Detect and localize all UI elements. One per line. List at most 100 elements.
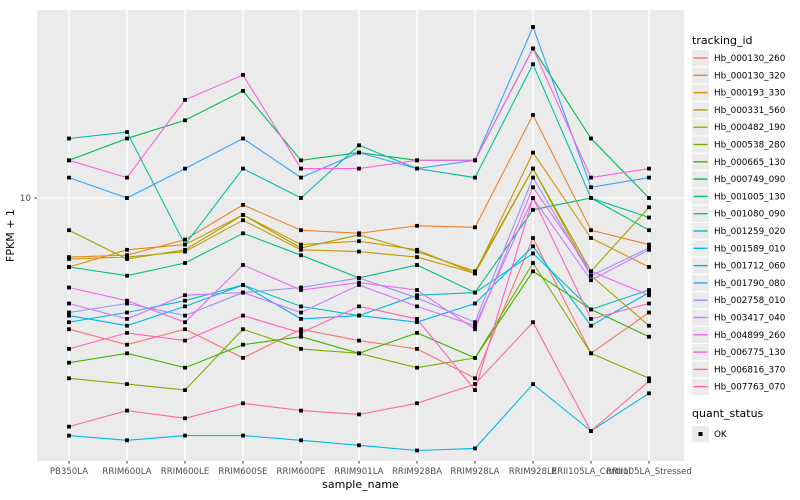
data-point-marker xyxy=(125,273,129,278)
data-point-marker xyxy=(531,166,535,171)
legend-label: Hb_001005_130 xyxy=(714,192,786,202)
data-point-marker xyxy=(125,196,129,200)
data-point-marker xyxy=(473,356,477,360)
data-point-marker xyxy=(299,246,303,250)
data-point-marker xyxy=(67,158,71,163)
legend-item-Hb_001589_010: Hb_001589_010 xyxy=(692,240,786,257)
data-point-marker xyxy=(415,249,419,254)
data-point-marker xyxy=(241,213,245,217)
data-point-marker xyxy=(473,175,477,180)
data-point-marker xyxy=(357,249,361,254)
data-point-marker xyxy=(531,382,535,386)
data-point-marker xyxy=(299,196,303,200)
legend-item-Hb_000749_090: Hb_000749_090 xyxy=(692,171,786,188)
data-point-marker xyxy=(67,424,71,429)
data-point-marker xyxy=(125,175,129,180)
data-point-marker xyxy=(415,288,419,292)
data-point-marker xyxy=(357,412,361,417)
data-point-marker xyxy=(647,290,651,295)
data-point-marker xyxy=(125,310,129,315)
data-point-marker xyxy=(589,269,593,274)
data-point-marker xyxy=(67,310,71,315)
x-tick-label: PB350LA xyxy=(50,467,88,477)
data-point-marker xyxy=(647,215,651,220)
data-point-marker xyxy=(125,323,129,328)
data-point-marker xyxy=(183,98,187,102)
x-tick-label: RRIM901LA xyxy=(334,467,383,477)
data-point-marker xyxy=(299,304,303,309)
legend-item-Hb_000665_130: Hb_000665_130 xyxy=(692,153,786,171)
data-point-marker xyxy=(241,433,245,438)
legend-item-Hb_001259_020: Hb_001259_020 xyxy=(692,223,786,240)
data-point-marker xyxy=(531,244,535,249)
x-tick-label: RRIM600PE xyxy=(277,467,326,477)
data-point-marker xyxy=(357,304,361,309)
data-point-marker xyxy=(473,382,477,386)
data-point-marker xyxy=(183,388,187,392)
legend-item-Hb_000193_330: Hb_000193_330 xyxy=(692,84,786,101)
legend-item-quant-OK: OK xyxy=(692,426,727,443)
data-point-marker xyxy=(299,166,303,171)
data-point-marker xyxy=(647,391,651,396)
legend-item-Hb_002758_010: Hb_002758_010 xyxy=(692,292,786,309)
data-point-marker xyxy=(531,185,535,190)
y-axis-title: FPKM + 1 xyxy=(4,209,17,262)
data-point-marker xyxy=(183,118,187,123)
data-point-marker xyxy=(241,290,245,295)
legend-label: Hb_006816_370 xyxy=(714,365,786,375)
data-point-marker xyxy=(647,265,651,269)
data-point-marker xyxy=(647,205,651,210)
data-point-marker xyxy=(183,261,187,265)
data-point-marker xyxy=(241,218,245,223)
data-point-marker xyxy=(241,166,245,171)
data-point-marker xyxy=(299,228,303,233)
data-point-marker xyxy=(589,175,593,180)
data-point-marker xyxy=(531,236,535,240)
data-point-marker xyxy=(67,257,71,261)
data-point-marker xyxy=(589,307,593,312)
data-point-marker xyxy=(473,327,477,332)
data-point-marker xyxy=(67,327,71,332)
data-point-marker xyxy=(357,143,361,148)
data-point-marker xyxy=(589,236,593,240)
data-point-marker xyxy=(647,376,651,381)
legend-item-Hb_000130_260: Hb_000130_260 xyxy=(692,50,786,67)
data-point-marker xyxy=(473,320,477,325)
data-point-marker xyxy=(473,388,477,392)
data-point-marker xyxy=(589,317,593,321)
data-point-marker xyxy=(589,351,593,356)
data-point-marker xyxy=(473,290,477,295)
data-point-marker xyxy=(415,317,419,321)
data-point-marker xyxy=(183,298,187,303)
data-point-marker xyxy=(473,225,477,230)
data-point-marker xyxy=(473,158,477,163)
data-point-marker xyxy=(647,301,651,306)
data-point-marker xyxy=(241,263,245,267)
legend-label: Hb_000482_190 xyxy=(714,123,786,133)
data-point-marker xyxy=(183,242,187,247)
data-point-marker xyxy=(183,365,187,370)
legend-item-Hb_000538_280: Hb_000538_280 xyxy=(692,136,786,153)
legend-label: Hb_004899_260 xyxy=(714,331,786,341)
data-point-marker xyxy=(241,327,245,332)
data-point-marker xyxy=(125,247,129,252)
data-point-marker xyxy=(473,323,477,328)
data-point-marker xyxy=(241,313,245,318)
legend-label: Hb_000749_090 xyxy=(714,175,786,185)
data-point-marker xyxy=(241,136,245,141)
data-point-marker xyxy=(125,257,129,261)
data-point-marker xyxy=(125,136,129,141)
data-point-marker xyxy=(241,89,245,93)
legend-label: Hb_001790_080 xyxy=(714,279,786,289)
legend-item-Hb_001712_060: Hb_001712_060 xyxy=(692,257,786,274)
data-point-marker xyxy=(183,293,187,298)
data-point-marker xyxy=(241,73,245,77)
legend-label: Hb_000130_320 xyxy=(714,71,786,81)
data-point-marker xyxy=(125,382,129,386)
x-tick-label: RRIM928LA xyxy=(450,467,499,477)
y-tick-label: 10 xyxy=(20,194,32,204)
legend-label: OK xyxy=(714,430,727,440)
data-point-marker xyxy=(125,298,129,303)
data-point-marker xyxy=(473,271,477,276)
